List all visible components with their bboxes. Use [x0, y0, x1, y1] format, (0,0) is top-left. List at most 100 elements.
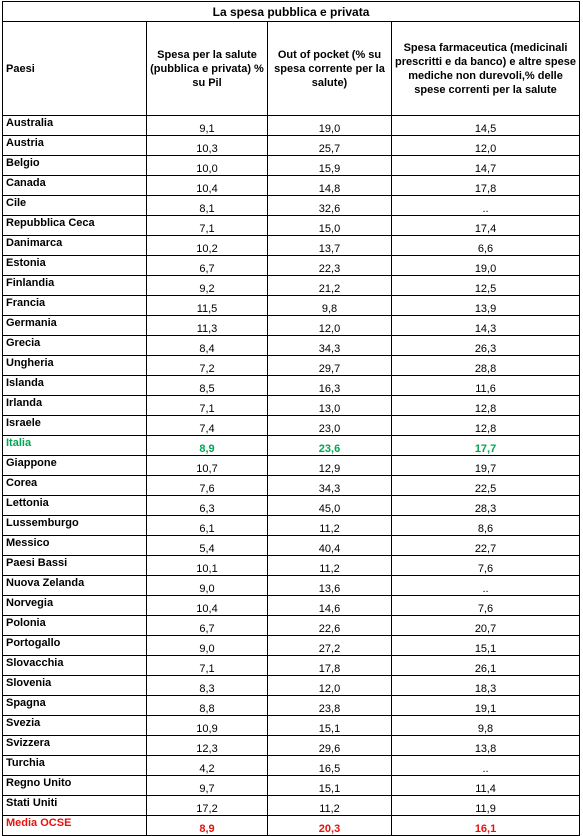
table-row-italia: Italia 8,9 23,6 17,7: [2, 435, 581, 456]
health-gdp-cell: 17,2: [146, 795, 268, 816]
country-cell: Lettonia: [2, 495, 147, 516]
health-gdp-cell: 11,5: [146, 295, 268, 316]
health-gdp-cell: 7,2: [146, 355, 268, 376]
out-of-pocket-cell: 13,7: [267, 235, 392, 256]
pharma-cell: 6,6: [390, 235, 581, 256]
health-gdp-cell: 9,0: [146, 575, 268, 596]
health-gdp-cell: 10,1: [146, 555, 268, 576]
out-of-pocket-cell: 20,3: [267, 815, 392, 836]
pharma-cell: 19,0: [390, 255, 581, 276]
out-of-pocket-cell: 17,8: [267, 655, 392, 676]
country-cell: Nuova Zelanda: [2, 575, 147, 596]
health-gdp-cell: 11,3: [146, 315, 268, 336]
out-of-pocket-cell: 22,3: [267, 255, 392, 276]
pharma-cell: 26,3: [390, 335, 581, 356]
country-cell: Stati Uniti: [2, 795, 147, 816]
table-row: Australia 9,1 19,0 14,5: [2, 115, 581, 136]
country-cell: Australia: [2, 115, 147, 136]
table-row: Belgio 10,0 15,9 14,7: [2, 155, 581, 176]
country-cell: Svezia: [2, 715, 147, 736]
out-of-pocket-cell: 23,6: [267, 435, 392, 456]
health-gdp-cell: 7,6: [146, 475, 268, 496]
pharma-cell: 16,1: [390, 815, 581, 836]
health-gdp-cell: 8,1: [146, 195, 268, 216]
pharma-cell: 18,3: [390, 675, 581, 696]
table-body: Australia 9,1 19,0 14,5 Austria 10,3 25,7 12,0 B…: [2, 115, 581, 836]
pharma-cell: 17,4: [390, 215, 581, 236]
pharma-cell: 7,6: [390, 555, 581, 576]
table-row: Lettonia 6,3 45,0 28,3: [2, 495, 581, 516]
table-row: Germania 11,3 12,0 14,3: [2, 315, 581, 336]
country-cell: Finlandia: [2, 275, 147, 296]
country-cell: Messico: [2, 535, 147, 556]
health-gdp-cell: 10,2: [146, 235, 268, 256]
country-cell: Media OCSE: [2, 815, 147, 836]
out-of-pocket-cell: 22,6: [267, 615, 392, 636]
out-of-pocket-cell: 15,0: [267, 215, 392, 236]
country-cell: Lussemburgo: [2, 515, 147, 536]
table-row: Regno Unito 9,7 15,1 11,4: [2, 775, 581, 796]
pharma-cell: 12,8: [390, 395, 581, 416]
health-gdp-cell: 12,3: [146, 735, 268, 756]
health-gdp-cell: 10,4: [146, 175, 268, 196]
table-row: Ungheria 7,2 29,7 28,8: [2, 355, 581, 376]
table-row: Repubblica Ceca 7,1 15,0 17,4: [2, 215, 581, 236]
column-header-health-gdp: Spesa per la salute (pubblica e privata)…: [146, 21, 268, 116]
pharma-cell: 12,8: [390, 415, 581, 436]
health-gdp-cell: 9,1: [146, 115, 268, 136]
country-cell: Estonia: [2, 255, 147, 276]
out-of-pocket-cell: 11,2: [267, 515, 392, 536]
health-gdp-cell: 8,9: [146, 435, 268, 456]
country-cell: Germania: [2, 315, 147, 336]
country-cell: Slovacchia: [2, 655, 147, 676]
health-gdp-cell: 6,3: [146, 495, 268, 516]
out-of-pocket-cell: 34,3: [267, 335, 392, 356]
health-gdp-cell: 8,9: [146, 815, 268, 836]
pharma-cell: 28,3: [390, 495, 581, 516]
header-row: Paesi Spesa per la salute (pubblica e pr…: [2, 21, 581, 116]
out-of-pocket-cell: 12,9: [267, 455, 392, 476]
out-of-pocket-cell: 12,0: [267, 675, 392, 696]
health-gdp-cell: 8,3: [146, 675, 268, 696]
country-cell: Francia: [2, 295, 147, 316]
table-row: Polonia 6,7 22,6 20,7: [2, 615, 581, 636]
out-of-pocket-cell: 21,2: [267, 275, 392, 296]
table-row: Slovacchia 7,1 17,8 26,1: [2, 655, 581, 676]
health-gdp-cell: 5,4: [146, 535, 268, 556]
pharma-cell: 14,7: [390, 155, 581, 176]
country-cell: Repubblica Ceca: [2, 215, 147, 236]
country-cell: Polonia: [2, 615, 147, 636]
country-cell: Corea: [2, 475, 147, 496]
country-cell: Slovenia: [2, 675, 147, 696]
table-row: Portogallo 9,0 27,2 15,1: [2, 635, 581, 656]
health-gdp-cell: 9,7: [146, 775, 268, 796]
health-gdp-cell: 9,0: [146, 635, 268, 656]
pharma-cell: 14,5: [390, 115, 581, 136]
table-row: Cile 8,1 32,6..: [2, 195, 581, 216]
country-cell: Spagna: [2, 695, 147, 716]
pharma-cell: 7,6: [390, 595, 581, 616]
pharma-cell: 22,7: [390, 535, 581, 556]
out-of-pocket-cell: 29,7: [267, 355, 392, 376]
table-row: Svezia 10,9 15,1 9,8: [2, 715, 581, 736]
out-of-pocket-cell: 11,2: [267, 555, 392, 576]
out-of-pocket-cell: 45,0: [267, 495, 392, 516]
health-gdp-cell: 7,1: [146, 215, 268, 236]
table-row: Giappone 10,7 12,9 19,7: [2, 455, 581, 476]
health-gdp-cell: 10,3: [146, 135, 268, 156]
pharma-cell: 12,0: [390, 135, 581, 156]
out-of-pocket-cell: 15,9: [267, 155, 392, 176]
country-cell: Grecia: [2, 335, 147, 356]
country-cell: Turchia: [2, 755, 147, 776]
health-gdp-cell: 7,4: [146, 415, 268, 436]
country-cell: Austria: [2, 135, 147, 156]
health-gdp-cell: 10,0: [146, 155, 268, 176]
pharma-cell: 19,1: [390, 695, 581, 716]
out-of-pocket-cell: 25,7: [267, 135, 392, 156]
country-cell: Italia: [2, 435, 147, 456]
table-row: Nuova Zelanda 9,0 13,6..: [2, 575, 581, 596]
health-gdp-cell: 6,7: [146, 615, 268, 636]
country-cell: Cile: [2, 195, 147, 216]
out-of-pocket-cell: 23,8: [267, 695, 392, 716]
table-row: Irlanda 7,1 13,0 12,8: [2, 395, 581, 416]
